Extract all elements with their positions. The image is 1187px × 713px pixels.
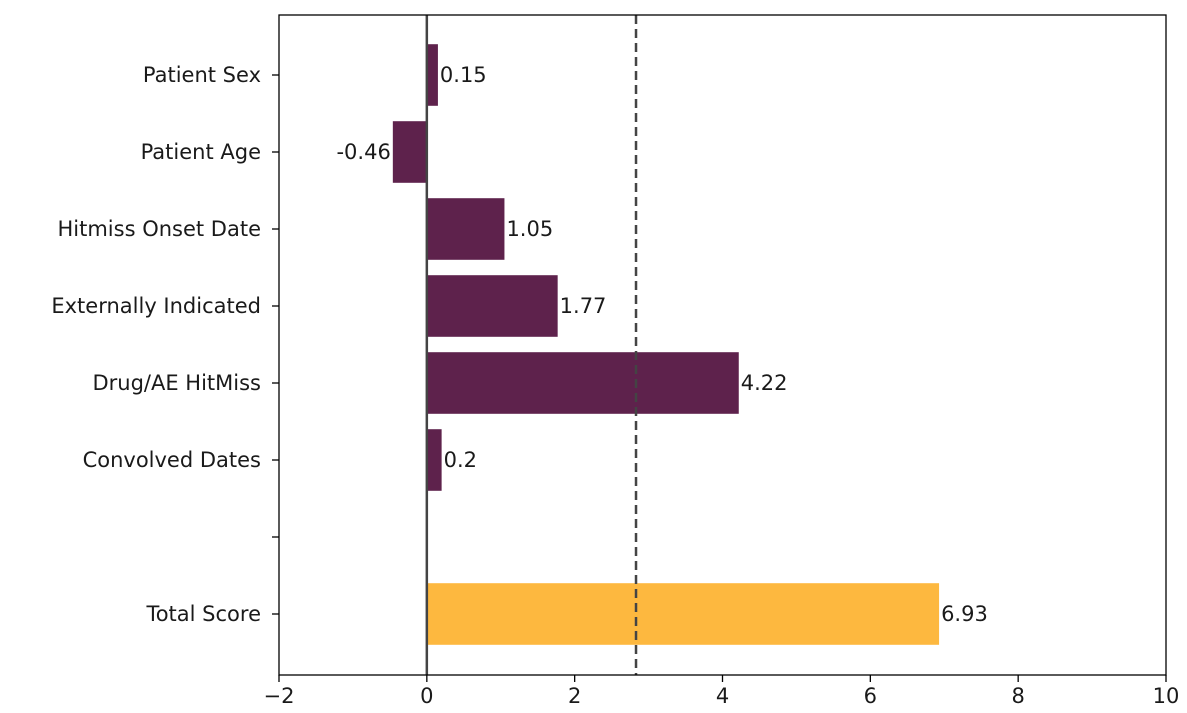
x-tick-label: −2 (264, 684, 295, 708)
bar-value-label: 4.22 (741, 371, 788, 395)
bar-value-label: 0.2 (444, 448, 477, 472)
axes-frame (278, 14, 1167, 676)
feature-bar (392, 121, 427, 183)
y-tick-label: Drug/AE HitMiss (92, 371, 261, 395)
bar-value-label: 0.15 (440, 63, 487, 87)
x-tick-label: 2 (568, 684, 581, 708)
y-axis: Patient Sex Patient Age Hitmiss Onset Date… (51, 63, 279, 626)
bar-value-label: -0.46 (336, 140, 390, 164)
feature-bar (426, 352, 739, 414)
feature-bar (426, 44, 438, 106)
x-tick-label: 8 (1011, 684, 1024, 708)
feature-bar (426, 275, 558, 337)
bar-value-label: 1.05 (506, 217, 553, 241)
x-axis: −2 0 2 4 6 8 10 (264, 675, 1180, 708)
x-tick-label: 4 (716, 684, 729, 708)
y-tick-label: Total Score (145, 602, 261, 626)
x-tick-label: 10 (1153, 684, 1180, 708)
y-tick-label: Patient Age (141, 140, 261, 164)
y-tick-label: Convolved Dates (83, 448, 261, 472)
y-tick-label: Externally Indicated (51, 294, 261, 318)
y-tick-label: Hitmiss Onset Date (57, 217, 261, 241)
bars-layer (392, 44, 940, 645)
x-tick-label: 6 (864, 684, 877, 708)
total-score-bar (426, 583, 940, 645)
bar-value-labels: 0.15 -0.46 1.05 1.77 4.22 0.2 6.93 (336, 63, 987, 626)
x-tick-label: 0 (420, 684, 433, 708)
bar-value-label: 1.77 (560, 294, 607, 318)
feature-bar (426, 198, 505, 260)
reference-lines (425, 15, 638, 675)
bar-value-label: 6.93 (941, 602, 988, 626)
feature-bar (426, 429, 442, 491)
y-tick-label: Patient Sex (143, 63, 261, 87)
